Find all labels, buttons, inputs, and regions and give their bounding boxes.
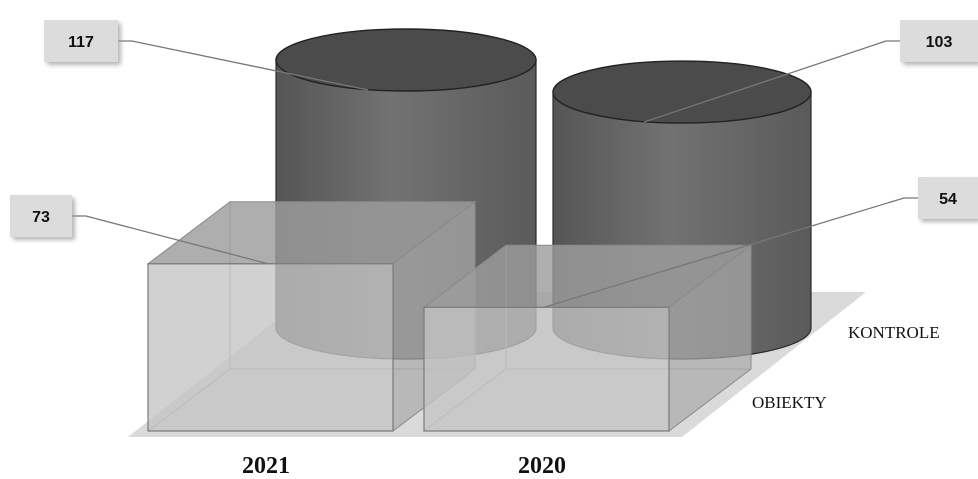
data-label: 117 bbox=[44, 20, 118, 62]
leader-line bbox=[643, 40, 900, 123]
category-label-2021: 2021 bbox=[242, 453, 290, 479]
data-label-box bbox=[900, 20, 978, 62]
series-label-obiekty: OBIEKTY bbox=[752, 393, 827, 412]
data-label-value: 117 bbox=[68, 34, 94, 51]
series-label-kontrole: KONTROLE bbox=[848, 323, 940, 342]
data-label-value: 103 bbox=[926, 34, 953, 51]
leader-line bbox=[543, 197, 918, 308]
data-label-box bbox=[44, 20, 118, 62]
data-label: 103 bbox=[900, 20, 978, 62]
leader-lines bbox=[72, 40, 918, 308]
leader-line bbox=[72, 215, 269, 265]
data-label-value: 73 bbox=[32, 209, 50, 226]
category-label-2020: 2020 bbox=[518, 453, 566, 479]
box-front bbox=[423, 306, 670, 432]
box-2020 bbox=[422, 244, 753, 433]
data-label-value: 54 bbox=[939, 191, 957, 208]
data-label-box bbox=[918, 177, 978, 219]
data-labels: 117 103 73 54 bbox=[10, 20, 978, 237]
cylinder-top bbox=[275, 28, 537, 92]
leader-line bbox=[118, 40, 369, 91]
data-label: 54 bbox=[918, 177, 978, 219]
cylinder-top bbox=[552, 60, 812, 124]
data-label: 73 bbox=[10, 195, 72, 237]
box-front bbox=[147, 263, 394, 432]
box-2021 bbox=[146, 200, 477, 433]
data-label-box bbox=[10, 195, 72, 237]
obiekty-series bbox=[146, 200, 753, 433]
